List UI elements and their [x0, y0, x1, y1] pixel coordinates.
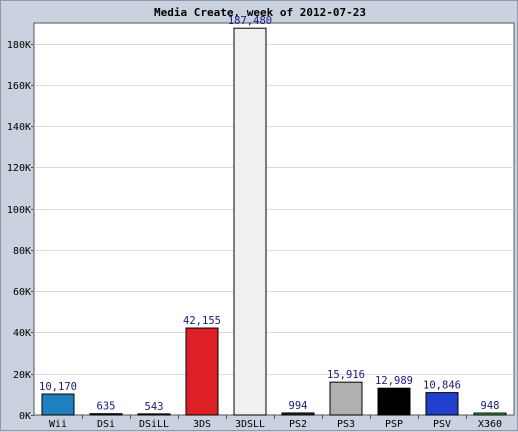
data-label-psv: 10,846: [423, 380, 461, 392]
data-label-ps3: 15,916: [327, 369, 365, 381]
x-tick-label-dsi: DSi: [97, 419, 115, 430]
bar-wii: [41, 393, 75, 416]
y-tick-label: 140K: [7, 122, 31, 133]
bar-3dsll: [233, 27, 267, 416]
data-label-3dsll: 187,480: [228, 15, 272, 27]
x-tick-label-3ds: 3DS: [193, 419, 211, 430]
data-label-ps2: 994: [289, 400, 308, 412]
bar-dsi: [89, 413, 123, 416]
y-tick-label: 60K: [13, 287, 31, 298]
x-axis: Wii DSi DSiLL 3DS 3DSLL PS2 PS3 PSP PSV X360: [49, 415, 502, 430]
plot-area: [33, 22, 515, 416]
x-tick-label-ps3: PS3: [337, 419, 355, 430]
x-tick-label-3dsll: 3DSLL: [235, 419, 265, 430]
data-label-x360: 948: [481, 400, 500, 412]
bar-3ds: [185, 327, 219, 416]
y-tick-label: 120K: [7, 163, 31, 174]
x-tick-label-wii: Wii: [49, 419, 67, 430]
bar-x360: [473, 412, 507, 416]
bar-ps3: [329, 381, 363, 416]
bars: [41, 27, 507, 416]
x-tick-label-psv: PSV: [433, 419, 451, 430]
gridlines: [34, 44, 514, 375]
y-tick-label: 180K: [7, 40, 31, 51]
x-tick-label-x360: X360: [478, 419, 502, 430]
y-tick-label: 100K: [7, 205, 31, 216]
chart-title: Media Create, week of 2012-07-23: [154, 6, 366, 19]
bar-ps2: [281, 412, 315, 416]
bar-dsill: [137, 413, 171, 416]
data-label-dsill: 543: [145, 401, 164, 413]
bar-psv: [425, 392, 459, 416]
data-label-3ds: 42,155: [183, 315, 221, 327]
x-tick-label-ps2: PS2: [289, 419, 307, 430]
y-tick-label: 0K: [19, 411, 31, 422]
y-axis: 0K 20K 40K 60K 80K 100K 120K 140K 160K 180K: [7, 40, 34, 422]
data-label-dsi: 635: [97, 401, 116, 413]
x-tick-label-psp: PSP: [385, 419, 403, 430]
data-labels: 10,170 635 543 42,155 187,480 994 15,916 12,989…: [39, 15, 499, 413]
bar-psp: [377, 387, 411, 416]
y-tick-label: 40K: [13, 328, 31, 339]
x-tick-label-dsill: DSiLL: [139, 419, 169, 430]
y-tick-label: 80K: [13, 246, 31, 257]
data-label-psp: 12,989: [375, 375, 413, 387]
data-label-wii: 10,170: [39, 381, 77, 393]
y-tick-label: 160K: [7, 81, 31, 92]
y-tick-label: 20K: [13, 370, 31, 381]
